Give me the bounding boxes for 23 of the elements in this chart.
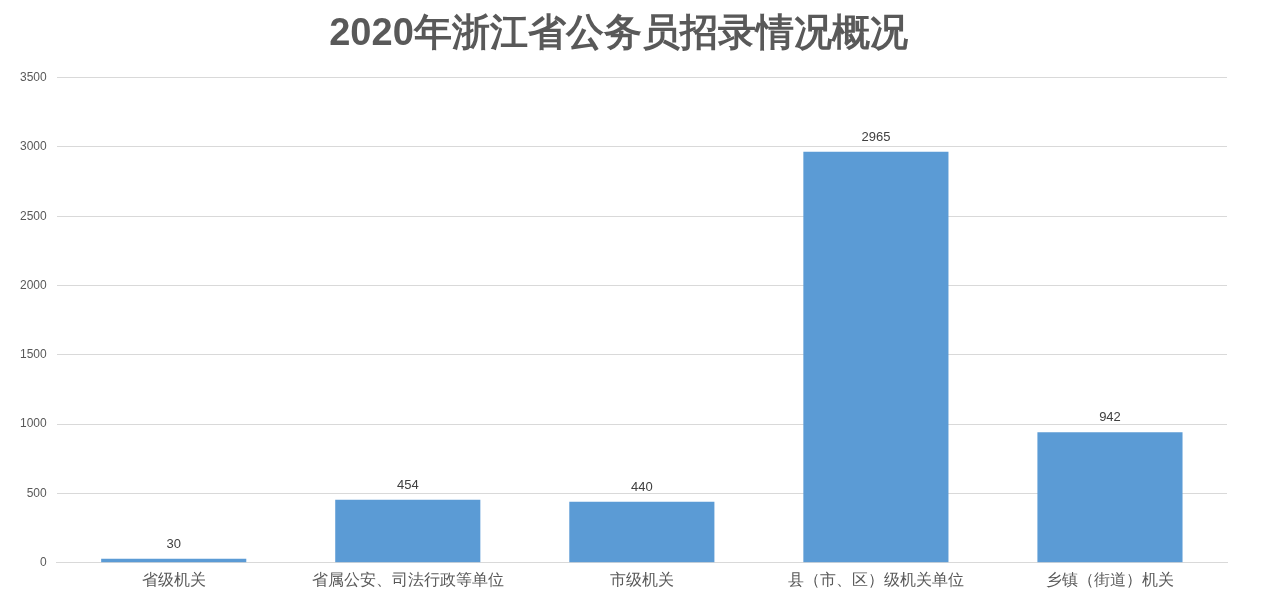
y-tick-label: 2500 (19, 208, 48, 223)
bar (335, 499, 481, 563)
chart-title: 2020年浙江省公务员招录情况概况 (329, 11, 908, 54)
x-tick-label: 省属公安、司法行政等单位 (311, 570, 504, 588)
data-label: 440 (631, 478, 653, 494)
bar (569, 501, 715, 563)
y-tick-label: 0 (40, 555, 48, 570)
y-tick-label: 1500 (19, 347, 48, 362)
y-tick-label: 3000 (19, 139, 48, 154)
data-label: 30 (166, 535, 181, 551)
y-tick-label: 2000 (19, 277, 48, 292)
y-tick-label: 500 (26, 485, 48, 500)
x-tick-label: 市级机关 (609, 570, 674, 588)
y-tick-label: 3500 (19, 69, 48, 84)
data-label: 2965 (861, 128, 891, 144)
bar (1037, 432, 1183, 563)
x-tick-label: 乡镇（街道）机关 (1045, 570, 1174, 588)
x-tick-label: 省级机关 (141, 570, 206, 588)
y-tick-label: 1000 (19, 416, 48, 431)
bar (803, 151, 949, 563)
data-label: 942 (1099, 409, 1121, 425)
data-label: 454 (396, 476, 419, 492)
x-tick-label: 县（市、区）级机关单位 (787, 570, 964, 588)
